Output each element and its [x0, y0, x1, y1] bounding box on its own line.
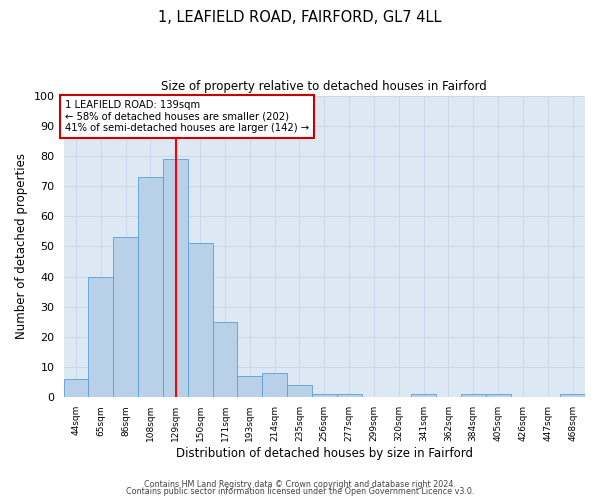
- X-axis label: Distribution of detached houses by size in Fairford: Distribution of detached houses by size …: [176, 447, 473, 460]
- Bar: [485, 394, 511, 398]
- Text: Contains public sector information licensed under the Open Government Licence v3: Contains public sector information licen…: [126, 488, 474, 496]
- Bar: [64, 380, 88, 398]
- Text: Contains HM Land Registry data © Crown copyright and database right 2024.: Contains HM Land Registry data © Crown c…: [144, 480, 456, 489]
- Bar: [287, 386, 312, 398]
- Bar: [163, 159, 188, 398]
- Bar: [113, 238, 138, 398]
- Bar: [312, 394, 337, 398]
- Bar: [461, 394, 485, 398]
- Bar: [88, 276, 113, 398]
- Title: Size of property relative to detached houses in Fairford: Size of property relative to detached ho…: [161, 80, 487, 93]
- Y-axis label: Number of detached properties: Number of detached properties: [15, 154, 28, 340]
- Bar: [337, 394, 362, 398]
- Bar: [560, 394, 585, 398]
- Bar: [411, 394, 436, 398]
- Bar: [262, 374, 287, 398]
- Bar: [212, 322, 238, 398]
- Text: 1 LEAFIELD ROAD: 139sqm
← 58% of detached houses are smaller (202)
41% of semi-d: 1 LEAFIELD ROAD: 139sqm ← 58% of detache…: [65, 100, 309, 134]
- Bar: [138, 177, 163, 398]
- Bar: [238, 376, 262, 398]
- Text: 1, LEAFIELD ROAD, FAIRFORD, GL7 4LL: 1, LEAFIELD ROAD, FAIRFORD, GL7 4LL: [158, 10, 442, 25]
- Bar: [188, 244, 212, 398]
